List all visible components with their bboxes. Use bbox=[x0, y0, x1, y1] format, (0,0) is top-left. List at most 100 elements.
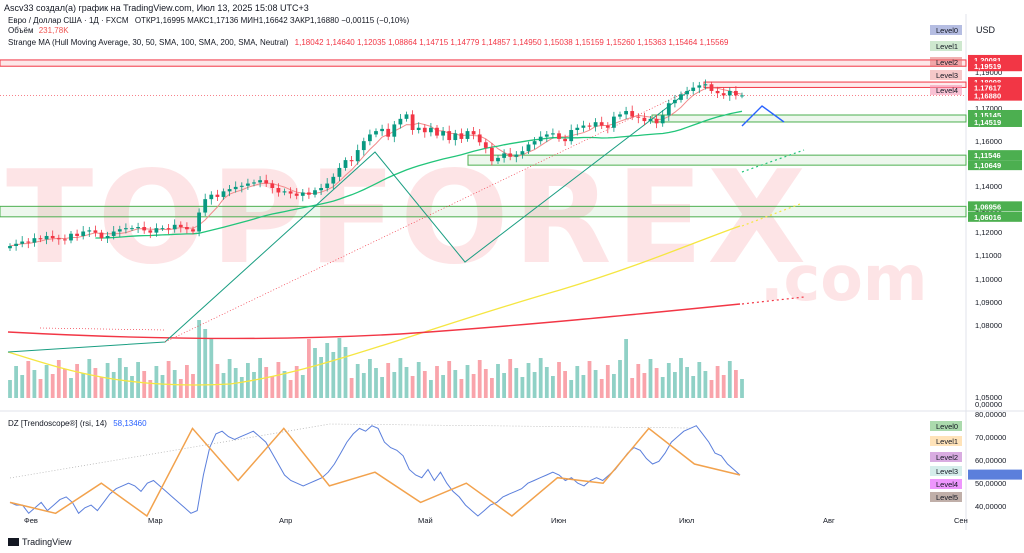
candle-body bbox=[136, 227, 140, 229]
volume-bar bbox=[136, 362, 140, 398]
price-level-tag bbox=[968, 54, 1022, 65]
volume-label: Объём bbox=[8, 26, 34, 35]
candle-body bbox=[56, 238, 61, 240]
candle-body bbox=[99, 232, 104, 239]
candle-body bbox=[178, 224, 183, 228]
candle-body bbox=[551, 133, 555, 135]
volume-bar bbox=[416, 362, 421, 398]
candle-body bbox=[721, 93, 726, 96]
price-tick: 1,12000 bbox=[975, 228, 1002, 237]
ma200-line bbox=[7, 303, 741, 340]
volume-bar bbox=[185, 365, 189, 398]
volume-bar bbox=[477, 360, 482, 398]
volume-bar bbox=[374, 368, 378, 398]
volume-bar bbox=[624, 339, 628, 398]
rsi-fib-tag bbox=[930, 452, 962, 462]
volume-bar bbox=[81, 373, 86, 398]
candle-body bbox=[343, 160, 348, 168]
volume-bar bbox=[69, 378, 73, 398]
candle-body bbox=[38, 238, 43, 240]
volume-bar bbox=[111, 372, 116, 398]
candle-body bbox=[453, 133, 458, 141]
trend-line-red bbox=[164, 89, 691, 343]
volume-bar bbox=[709, 380, 714, 398]
volume-bar bbox=[148, 380, 153, 398]
candle-body bbox=[105, 235, 110, 239]
fib-tag-label: Level0 bbox=[936, 26, 958, 35]
candle-body bbox=[307, 192, 311, 195]
candle-body bbox=[709, 84, 714, 91]
candle-body bbox=[258, 180, 262, 183]
volume-bar bbox=[227, 359, 232, 398]
fib-tag bbox=[930, 85, 962, 95]
price-level-label: 1,20081 bbox=[974, 56, 1001, 65]
currency-label: USD bbox=[976, 25, 996, 35]
volume-bar bbox=[551, 376, 555, 398]
volume-bar bbox=[288, 380, 293, 398]
rsi-fib-tag-label: Level5 bbox=[936, 493, 958, 502]
candle-body bbox=[270, 183, 275, 188]
rsi-fib-tag bbox=[930, 421, 962, 431]
volume-value: 231,78K bbox=[38, 26, 69, 35]
rsi-last-tag bbox=[968, 469, 1022, 480]
symbol-legend[interactable]: Евро / Доллар США · 1Д · FXCM ОТКР1,1699… bbox=[8, 16, 409, 25]
tradingview-logo-icon bbox=[8, 538, 19, 546]
rsi-fib-tag-label: Level3 bbox=[936, 467, 958, 476]
osc-legend[interactable]: DZ [Trendoscope®] (rsi, 14) 58,13460 bbox=[8, 419, 147, 428]
candle-body bbox=[32, 238, 37, 243]
volume-bar bbox=[563, 371, 567, 398]
volume-bar bbox=[319, 357, 323, 398]
support-zone-1 bbox=[651, 114, 967, 123]
candle-body bbox=[398, 118, 403, 125]
volume-bar bbox=[422, 371, 427, 398]
candle-body bbox=[69, 233, 73, 241]
volume-bar bbox=[636, 364, 641, 398]
candle-body bbox=[520, 151, 525, 155]
price-level-tag bbox=[968, 61, 1022, 72]
candle-body bbox=[160, 228, 165, 230]
ma-legend[interactable]: Strange MA (Hull Moving Average, 30, 50,… bbox=[8, 38, 728, 47]
rsi-fib-tag-label: Level4 bbox=[936, 480, 958, 489]
candle-body bbox=[319, 188, 323, 191]
volume-bar bbox=[276, 362, 281, 398]
volume-bar bbox=[252, 372, 256, 398]
volume-bar bbox=[496, 364, 500, 398]
price-level-tag bbox=[968, 160, 1022, 171]
osc-label: DZ [Trendoscope®] (rsi, 14) bbox=[8, 419, 107, 428]
support-zone-3 bbox=[0, 205, 967, 218]
rsi-fib-tag bbox=[930, 479, 962, 489]
volume-bar bbox=[93, 368, 98, 398]
candle-body bbox=[630, 111, 635, 117]
price-level-tag bbox=[968, 211, 1022, 222]
price-level-label: 1,06956 bbox=[974, 202, 1001, 211]
volume-bar bbox=[459, 379, 464, 398]
price-level-tag bbox=[968, 77, 1022, 88]
volume-bar bbox=[160, 375, 165, 398]
candle-body bbox=[575, 127, 580, 130]
volume-bar bbox=[56, 360, 61, 398]
rsi-fib-tag-label: Level1 bbox=[936, 437, 958, 446]
candle-body bbox=[410, 114, 415, 130]
volume-bar bbox=[618, 360, 622, 398]
volume-bar bbox=[368, 359, 372, 398]
price-tick: 1,14000 bbox=[975, 182, 1002, 191]
candle-body bbox=[496, 157, 500, 162]
volume-bar bbox=[715, 366, 720, 398]
tradingview-footer[interactable]: TradingView bbox=[8, 537, 72, 547]
candle-body bbox=[673, 99, 677, 104]
candle-body bbox=[130, 228, 134, 230]
fib-tag-label: Level2 bbox=[936, 58, 958, 67]
candle-body bbox=[508, 153, 513, 157]
ma50-projection bbox=[741, 149, 805, 173]
price-level-tag bbox=[968, 201, 1022, 212]
volume-bar bbox=[294, 366, 299, 398]
volume-bar bbox=[673, 372, 677, 398]
candle-body bbox=[599, 122, 604, 126]
volume-bar bbox=[691, 376, 696, 398]
rsi-fib-tag-label: Level0 bbox=[936, 422, 958, 431]
volume-bar bbox=[258, 358, 262, 398]
volume-bar bbox=[557, 362, 561, 398]
candle-body bbox=[447, 131, 452, 141]
volume-legend[interactable]: Объём 231,78K bbox=[8, 26, 69, 35]
